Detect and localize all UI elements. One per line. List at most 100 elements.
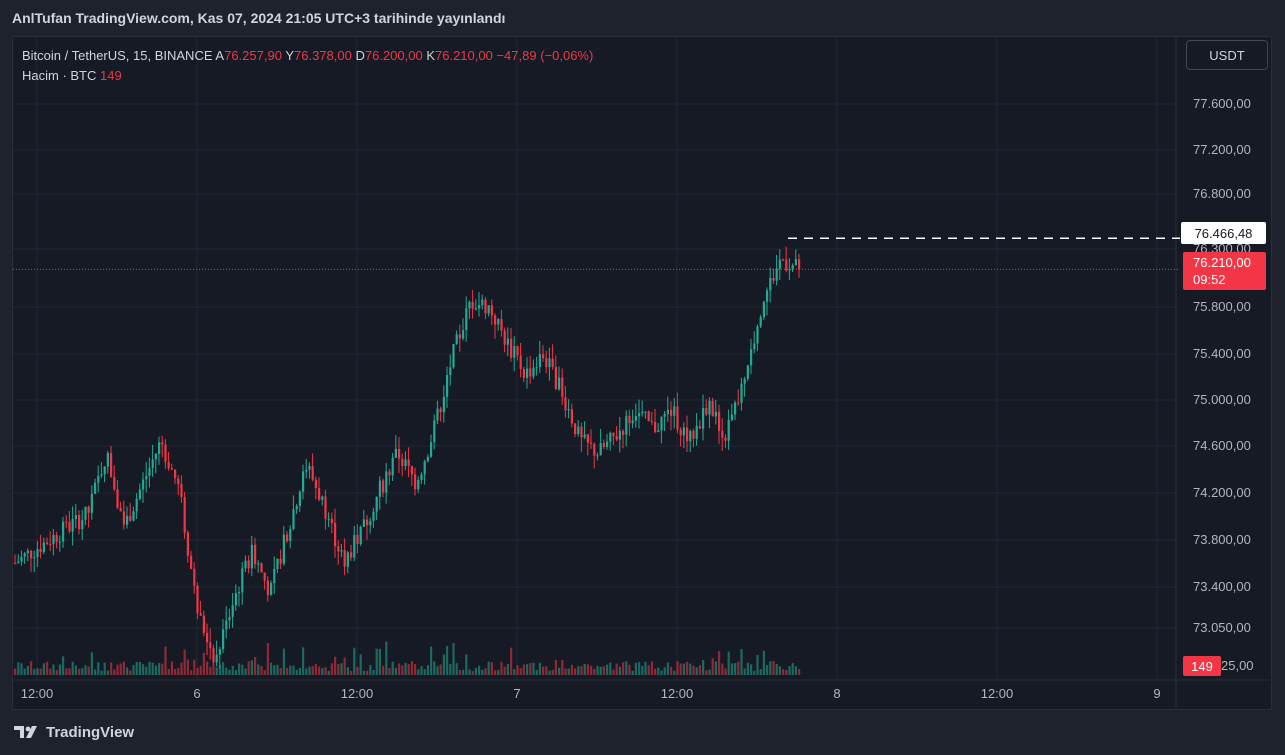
candle-body bbox=[14, 562, 17, 564]
volume-bar bbox=[388, 668, 391, 675]
volume-bar bbox=[241, 664, 244, 675]
candle-body bbox=[433, 420, 436, 443]
volume-bar bbox=[647, 665, 650, 675]
volume-bar bbox=[266, 643, 269, 675]
volume-bar bbox=[401, 665, 404, 675]
candle-body bbox=[558, 377, 561, 390]
volume-bar bbox=[324, 667, 327, 675]
volume-bar bbox=[599, 666, 602, 675]
volume-bar bbox=[58, 664, 61, 675]
candle-body bbox=[132, 511, 135, 521]
candle-body bbox=[641, 411, 644, 414]
price-tick: 73.400,00 bbox=[1193, 579, 1251, 594]
candle-body bbox=[474, 308, 477, 310]
candle-body bbox=[676, 406, 679, 430]
candle-body bbox=[564, 396, 567, 411]
candle-body bbox=[68, 521, 71, 532]
volume-bar bbox=[663, 667, 666, 675]
volume-bar bbox=[62, 656, 65, 675]
currency-button[interactable]: USDT bbox=[1186, 40, 1268, 70]
volume-bar bbox=[158, 663, 161, 675]
candle-body bbox=[154, 453, 157, 460]
volume-bar bbox=[231, 665, 234, 675]
candle-body bbox=[567, 409, 570, 411]
volume-bar bbox=[705, 670, 708, 675]
candle-body bbox=[302, 471, 305, 492]
volume-bar bbox=[478, 665, 481, 675]
candle-body bbox=[705, 408, 708, 415]
candle-body bbox=[586, 434, 589, 443]
volume-bar bbox=[183, 649, 186, 675]
chart-frame[interactable] bbox=[12, 36, 1272, 710]
legend-close-label: K bbox=[426, 48, 435, 63]
volume-bar bbox=[666, 662, 669, 675]
volume-bar bbox=[590, 665, 593, 675]
volume-bar bbox=[609, 662, 612, 675]
volume-bar bbox=[238, 663, 241, 675]
volume-bar bbox=[254, 657, 257, 675]
candle-body bbox=[353, 534, 356, 558]
volume-bar bbox=[628, 664, 631, 675]
candle-body bbox=[362, 519, 365, 527]
legend-volume-label[interactable]: Hacim · BTC bbox=[22, 68, 97, 83]
volume-bar bbox=[612, 669, 615, 675]
volume-bar bbox=[270, 662, 273, 675]
candle-body bbox=[106, 452, 109, 467]
candle-body bbox=[769, 277, 772, 291]
candle-body bbox=[129, 515, 132, 521]
candle-body bbox=[462, 330, 465, 339]
candle-body bbox=[750, 349, 753, 366]
volume-bar bbox=[638, 662, 641, 675]
candle-body bbox=[100, 474, 103, 476]
volume-bar bbox=[334, 656, 337, 675]
candle-body bbox=[618, 430, 621, 440]
volume-bar bbox=[570, 664, 573, 675]
chart-legend: Bitcoin / TetherUS, 15, BINANCE A76.257,… bbox=[22, 46, 593, 86]
candle-body bbox=[190, 555, 193, 569]
volume-bar bbox=[202, 652, 205, 675]
candle-body bbox=[366, 519, 369, 526]
volume-bar bbox=[458, 670, 461, 675]
volume-bar bbox=[721, 663, 724, 675]
candle-body bbox=[772, 277, 775, 281]
volume-bar bbox=[276, 664, 279, 675]
candle-body bbox=[583, 434, 586, 438]
candle-body bbox=[398, 449, 401, 459]
volume-bar bbox=[676, 661, 679, 675]
volume-bar bbox=[343, 657, 346, 675]
candle-body bbox=[714, 411, 717, 417]
candle-body bbox=[561, 377, 564, 397]
volume-bar bbox=[494, 670, 497, 675]
candle-body bbox=[209, 642, 212, 648]
candle-body bbox=[78, 515, 81, 530]
volume-bar bbox=[94, 669, 97, 675]
candle-body bbox=[218, 649, 221, 655]
candle-body bbox=[647, 411, 650, 422]
candle-body bbox=[580, 426, 583, 438]
candle-body bbox=[410, 466, 413, 475]
footer-brand[interactable]: TradingView bbox=[14, 723, 134, 741]
volume-bar bbox=[679, 663, 682, 675]
volume-bar bbox=[673, 670, 676, 675]
volume-bar bbox=[778, 666, 781, 675]
legend-symbol[interactable]: Bitcoin / TetherUS, 15, BINANCE bbox=[22, 48, 213, 63]
volume-bar bbox=[625, 661, 628, 675]
candle-body bbox=[183, 497, 186, 533]
candle-body bbox=[522, 368, 525, 378]
volume-bar bbox=[148, 661, 151, 675]
volume-bar bbox=[644, 661, 647, 675]
candle-body bbox=[170, 468, 173, 470]
volume-bar bbox=[314, 664, 317, 675]
volume-bar bbox=[90, 652, 93, 675]
volume-bar bbox=[286, 667, 289, 675]
volume-bar bbox=[593, 668, 596, 675]
volume-bar bbox=[46, 661, 49, 675]
volume-bar bbox=[711, 658, 714, 675]
volume-bar bbox=[225, 667, 228, 675]
volume-bar bbox=[298, 667, 301, 675]
legend-high-label: Y bbox=[285, 48, 294, 63]
volume-bar bbox=[414, 663, 417, 675]
volume-bar bbox=[798, 669, 801, 675]
candle-body bbox=[295, 505, 298, 510]
